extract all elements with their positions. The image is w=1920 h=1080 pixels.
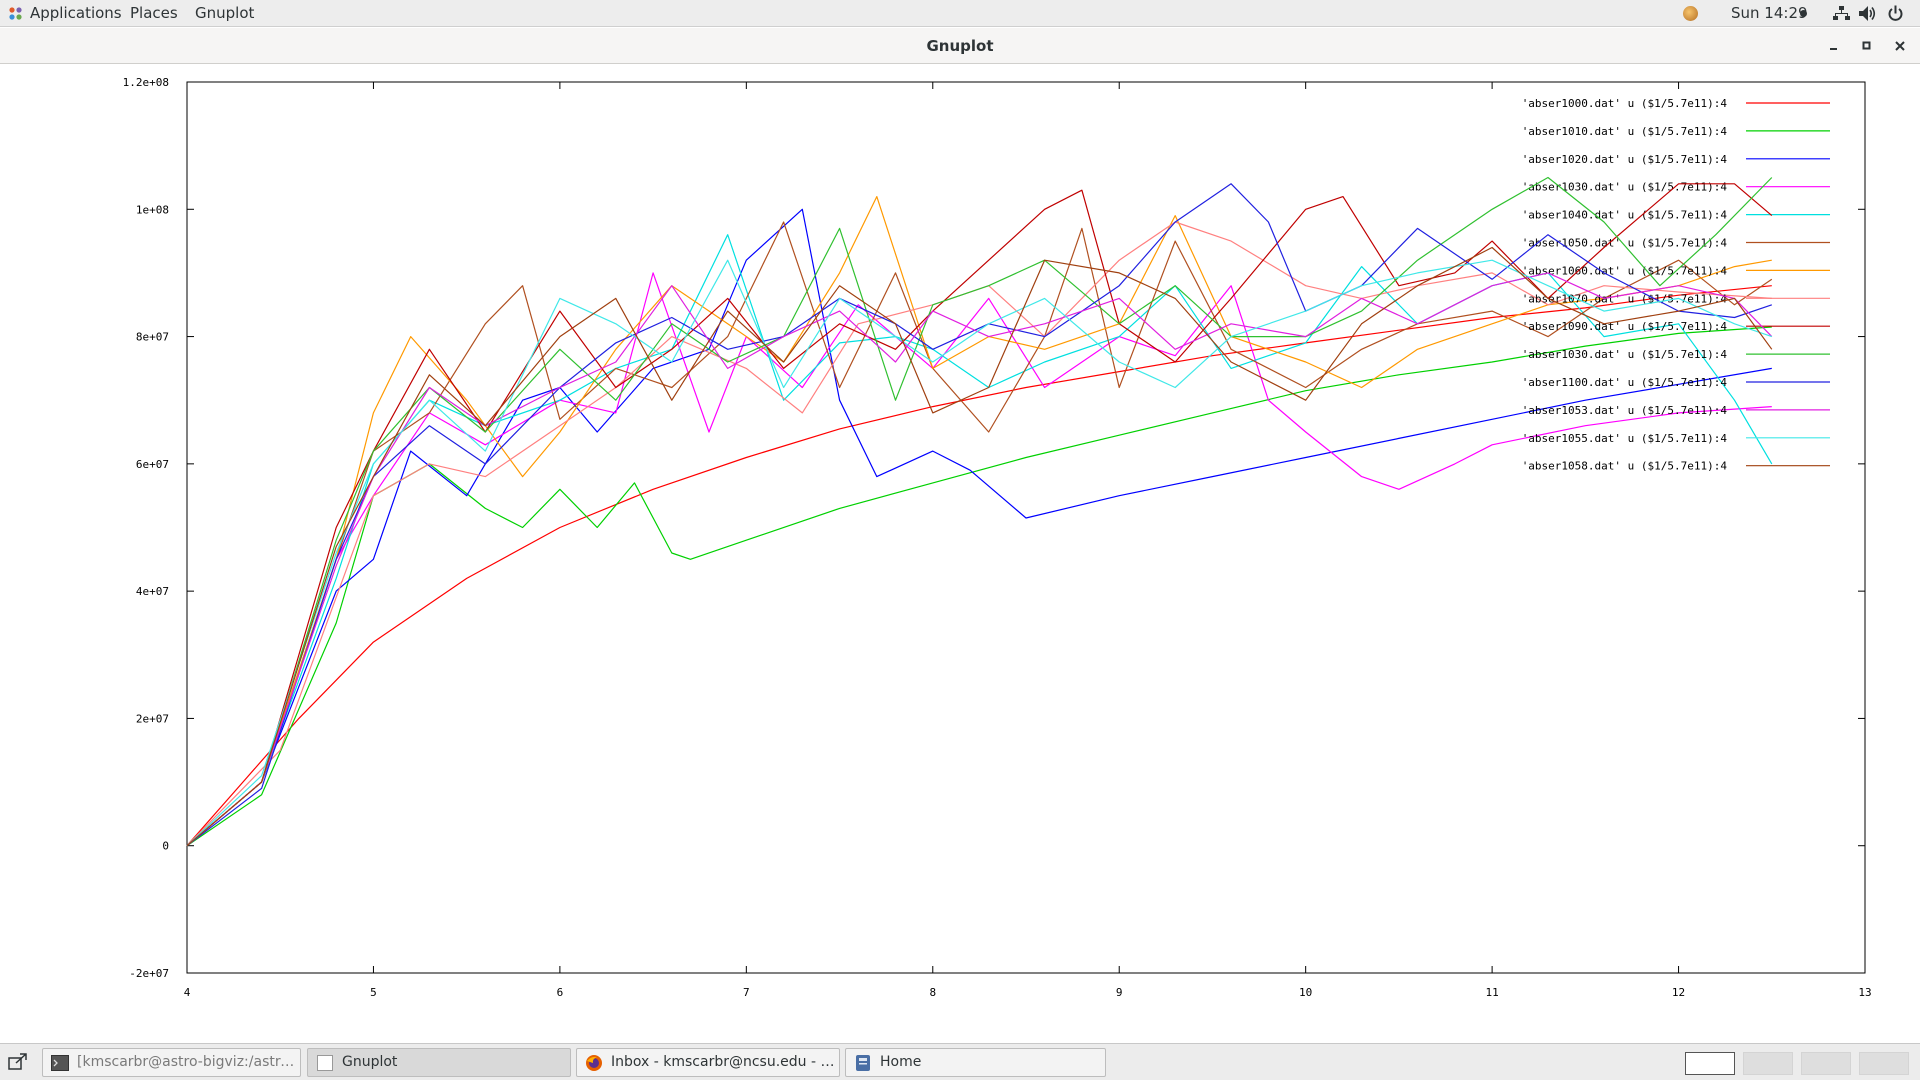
taskbar-item-label: Inbox - kmscarbr@ncsu.edu - North ... [611, 1054, 840, 1070]
taskbar: [kmscarbr@astro-bigviz:/astro/kmsc... Gn… [0, 1043, 1920, 1080]
x-tick-label: 6 [557, 986, 564, 999]
x-tick-label: 5 [370, 986, 377, 999]
taskbar-item-firefox[interactable]: Inbox - kmscarbr@ncsu.edu - North ... [576, 1048, 840, 1077]
y-tick-label: 6e+07 [136, 458, 169, 471]
taskbar-item-label: Home [880, 1054, 922, 1070]
file-manager-icon [856, 1055, 870, 1071]
y-tick-label: 1e+08 [136, 203, 169, 216]
legend-entry-label: 'abser1040.dat' u ($1/5.7e11):4 [1522, 209, 1728, 222]
series-line [186, 221, 1773, 847]
taskbar-item-terminal[interactable]: [kmscarbr@astro-bigviz:/astro/kmsc... [42, 1048, 301, 1077]
x-tick-label: 11 [1485, 986, 1498, 999]
top-bar: Applications Places Gnuplot Sun 14:29 [0, 0, 1920, 27]
series-line [186, 285, 1772, 847]
workspace-1[interactable] [1685, 1052, 1735, 1075]
taskbar-item-label: [kmscarbr@astro-bigviz:/astro/kmsc... [77, 1054, 301, 1070]
legend-entry-label: 'abser1020.dat' u ($1/5.7e11):4 [1522, 153, 1728, 166]
series-line [186, 272, 1773, 847]
power-icon[interactable] [1887, 5, 1904, 22]
network-icon[interactable] [1833, 5, 1850, 22]
applications-icon[interactable] [8, 6, 23, 21]
weather-icon[interactable] [1683, 6, 1698, 21]
series-line [186, 196, 1772, 847]
series-line [186, 208, 1772, 847]
x-tick-label: 10 [1299, 986, 1312, 999]
x-tick-label: 7 [743, 986, 750, 999]
series-line [186, 246, 1773, 847]
notification-dot-icon [1800, 10, 1807, 17]
workspace-2[interactable] [1743, 1052, 1793, 1075]
series-line [186, 221, 1772, 847]
legend-entry-label: 'abser1010.dat' u ($1/5.7e11):4 [1522, 125, 1728, 138]
volume-icon[interactable] [1858, 5, 1876, 22]
legend-entry-label: 'abser1030.dat' u ($1/5.7e11):4 [1522, 181, 1728, 194]
legend-entry-label: 'abser1070.dat' u ($1/5.7e11):4 [1522, 292, 1728, 305]
minimize-button[interactable] [1825, 37, 1843, 55]
workspace-3[interactable] [1801, 1052, 1851, 1075]
legend-entry-label: 'abser1100.dat' u ($1/5.7e11):4 [1522, 376, 1728, 389]
series-line [186, 176, 1773, 847]
legend-entry-label: 'abser1053.dat' u ($1/5.7e11):4 [1522, 404, 1728, 417]
close-button[interactable] [1891, 37, 1909, 55]
legend-entry-label: 'abser1060.dat' u ($1/5.7e11):4 [1522, 264, 1728, 277]
places-menu[interactable]: Places [130, 4, 178, 22]
y-tick-label: 8e+07 [136, 331, 169, 344]
y-tick-label: -2e+07 [129, 967, 169, 980]
workspace-4[interactable] [1859, 1052, 1909, 1075]
y-tick-label: 2e+07 [136, 712, 169, 725]
taskbar-item-files[interactable]: Home [845, 1048, 1106, 1077]
app-menu[interactable]: Gnuplot [195, 4, 255, 22]
legend-entry-label: 'abser1058.dat' u ($1/5.7e11):4 [1522, 460, 1728, 473]
taskbar-item-label: Gnuplot [342, 1054, 398, 1070]
x-tick-label: 4 [184, 986, 191, 999]
x-tick-label: 8 [929, 986, 936, 999]
legend-entry-label: 'abser1050.dat' u ($1/5.7e11):4 [1522, 237, 1728, 250]
legend-entry-label: 'abser1055.dat' u ($1/5.7e11):4 [1522, 432, 1728, 445]
window-titlebar[interactable]: Gnuplot [0, 28, 1920, 64]
x-tick-label: 13 [1858, 986, 1871, 999]
series-line [186, 183, 1772, 847]
show-desktop-icon[interactable] [8, 1053, 28, 1071]
x-tick-label: 9 [1116, 986, 1123, 999]
maximize-button[interactable] [1858, 37, 1876, 55]
legend-entry-label: 'abser1090.dat' u ($1/5.7e11):4 [1522, 320, 1728, 333]
maximize-icon [1862, 41, 1871, 50]
legend-entry-label: 'abser1030.dat' u ($1/5.7e11):4 [1522, 348, 1728, 361]
y-tick-label: 1.2e+08 [123, 76, 169, 89]
clock[interactable]: Sun 14:29 [1731, 4, 1808, 22]
series-line [186, 183, 1773, 847]
x-tick-label: 12 [1672, 986, 1685, 999]
plot-frame [186, 81, 1866, 974]
plot-canvas[interactable]: 4 5 6 7 8 9 10 11 12 13 -2e+07 0 2e+07 4e+07 6e+07 8e+0… [0, 65, 1920, 1040]
line-chart: 4 5 6 7 8 9 10 11 12 13 -2e+07 0 2e+07 4e+07 6e+07 8e+0… [123, 76, 1872, 999]
applications-menu[interactable]: Applications [30, 4, 122, 22]
window-title: Gnuplot [926, 37, 994, 55]
gnuplot-window-icon [317, 1055, 333, 1071]
y-tick-label: 4e+07 [136, 585, 169, 598]
close-icon [1895, 41, 1905, 51]
terminal-icon [51, 1055, 69, 1071]
series-line [186, 272, 1772, 847]
firefox-icon [586, 1055, 602, 1071]
minimize-icon [1830, 48, 1837, 50]
y-tick-label: 0 [162, 840, 169, 853]
legend-entry-label: 'abser1000.dat' u ($1/5.7e11):4 [1522, 97, 1728, 110]
taskbar-item-gnuplot[interactable]: Gnuplot [307, 1048, 571, 1077]
